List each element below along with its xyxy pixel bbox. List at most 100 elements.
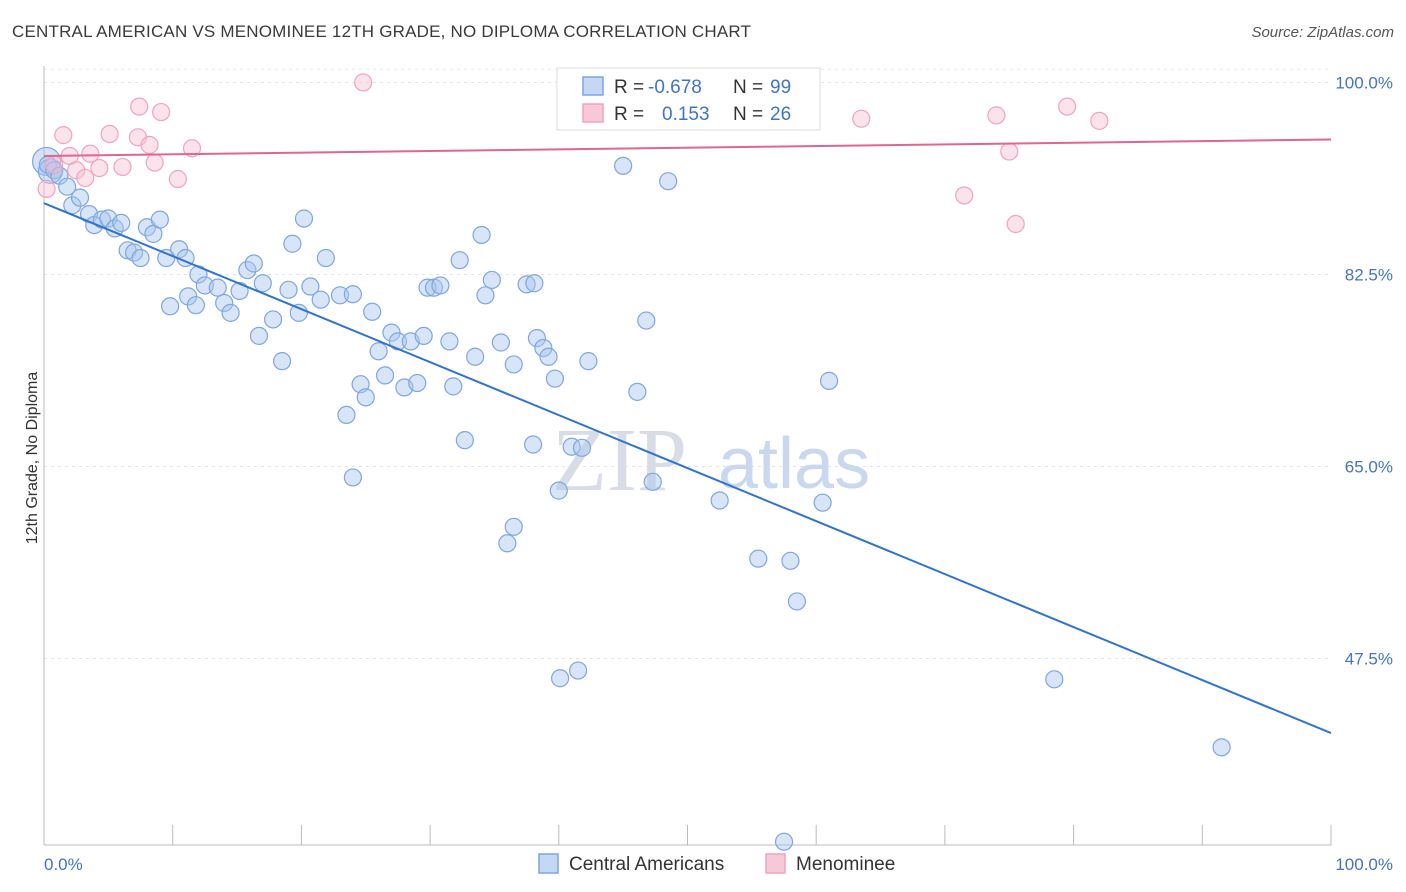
menominee-point xyxy=(152,102,171,122)
central-americans-point xyxy=(272,352,292,371)
central-americans-point xyxy=(482,270,501,290)
correlation-legend: R = -0.678 N = 99 R = 0.153 N = 26 xyxy=(556,67,821,131)
central-americans-point xyxy=(408,373,427,393)
gridlines xyxy=(44,68,1331,659)
central-americans-point xyxy=(749,549,768,568)
central-americans-point xyxy=(1212,738,1231,757)
watermark-atlas: atlas xyxy=(718,424,870,504)
central-americans-point xyxy=(279,280,298,299)
central-americans-point xyxy=(343,468,362,487)
central-americans-point xyxy=(523,435,543,454)
central-americans-point xyxy=(614,156,633,175)
central-americans-point xyxy=(569,661,588,680)
menominee-point xyxy=(1006,214,1025,234)
central-americans-point xyxy=(504,355,523,374)
x-ticks xyxy=(43,825,1332,845)
central-americans-point xyxy=(150,210,169,229)
central-americans-point xyxy=(550,669,570,688)
central-americans-point xyxy=(444,377,463,396)
central-americans-point xyxy=(643,472,662,491)
central-americans-points xyxy=(31,73,1231,851)
central-americans-point xyxy=(244,254,263,273)
bottom-legend-label-2: Menominee xyxy=(796,854,895,875)
central-americans-point xyxy=(545,369,565,388)
watermark-zip: ZIP xyxy=(552,411,687,510)
axes xyxy=(43,66,1331,846)
central-americans-point xyxy=(819,371,839,390)
central-americans-point xyxy=(186,296,205,315)
central-americans-trendline xyxy=(43,202,1332,735)
central-americans-point xyxy=(70,188,90,207)
series-legend: Central Americans Menominee xyxy=(538,853,895,875)
central-americans-point xyxy=(363,302,382,321)
central-americans-point xyxy=(311,290,330,309)
trendlines xyxy=(43,138,1332,735)
menominee-point xyxy=(81,144,100,163)
menominee-point xyxy=(1090,111,1109,130)
menominee-point xyxy=(354,73,373,92)
central-americans-point xyxy=(221,303,240,322)
central-americans-point xyxy=(337,405,356,425)
central-americans-point xyxy=(534,338,553,358)
central-americans-point xyxy=(253,274,272,293)
central-americans-point xyxy=(466,347,485,366)
central-americans-point xyxy=(289,303,308,322)
menominee-point xyxy=(1058,97,1077,116)
central-americans-point xyxy=(294,209,314,228)
menominee-point xyxy=(37,179,56,198)
central-americans-point xyxy=(316,248,335,268)
central-americans-point xyxy=(92,210,112,229)
central-americans-point xyxy=(1045,670,1064,689)
central-americans-point xyxy=(781,551,800,570)
y-tick-label: 82.5% xyxy=(1345,265,1393,284)
menominee-point xyxy=(45,155,64,174)
menominee-trendline xyxy=(43,138,1332,157)
central-americans-point xyxy=(131,248,150,268)
central-americans-point xyxy=(208,278,227,297)
legend-r-value-1: -0.678 xyxy=(648,77,702,98)
menominee-point xyxy=(140,135,159,155)
central-americans-point xyxy=(414,326,433,346)
central-americans-point xyxy=(539,347,558,366)
central-americans-point xyxy=(450,251,469,270)
central-americans-point xyxy=(375,366,395,385)
central-americans-point xyxy=(774,832,794,851)
x-tick-label: 100.0% xyxy=(1335,855,1393,874)
central-americans-point xyxy=(330,286,350,305)
y-tick-label: 47.5% xyxy=(1345,649,1393,668)
y-tick-label: 65.0% xyxy=(1345,457,1393,476)
central-americans-point xyxy=(283,234,302,253)
legend-r-label-2: R = xyxy=(614,104,644,125)
x-tick-label: 0.0% xyxy=(44,855,83,874)
central-americans-point xyxy=(637,311,656,330)
central-americans-point xyxy=(659,172,678,191)
menominee-point xyxy=(182,139,202,158)
central-americans-point xyxy=(455,431,474,450)
central-americans-point xyxy=(527,329,547,348)
central-americans-point xyxy=(549,481,568,500)
central-americans-point xyxy=(628,382,647,401)
y-tick-labels: 100.0% 82.5% 65.0% 47.5% xyxy=(1335,73,1393,668)
central-americans-point xyxy=(787,592,806,611)
legend-swatch-pink xyxy=(582,103,604,123)
central-americans-point xyxy=(572,438,592,457)
bottom-legend-swatch-blue xyxy=(538,853,559,874)
central-americans-point xyxy=(472,225,491,245)
central-americans-point xyxy=(58,177,77,196)
central-americans-point xyxy=(112,213,131,232)
central-americans-point xyxy=(356,388,375,407)
central-americans-point xyxy=(710,491,729,510)
chart-title: CENTRAL AMERICAN VS MENOMINEE 12TH GRADE… xyxy=(12,22,752,41)
central-americans-point xyxy=(215,293,234,313)
y-axis-title: 12th Grade, No Diploma xyxy=(24,372,41,545)
legend-r-value-2: 0.153 xyxy=(662,104,710,125)
central-americans-point xyxy=(263,310,283,329)
central-americans-point xyxy=(161,297,180,316)
central-americans-point xyxy=(440,332,459,351)
central-americans-point xyxy=(517,275,536,294)
legend-n-value-1: 99 xyxy=(770,77,791,98)
central-americans-point xyxy=(813,493,832,512)
central-americans-point xyxy=(343,285,362,304)
y-tick-label: 100.0% xyxy=(1335,73,1393,92)
